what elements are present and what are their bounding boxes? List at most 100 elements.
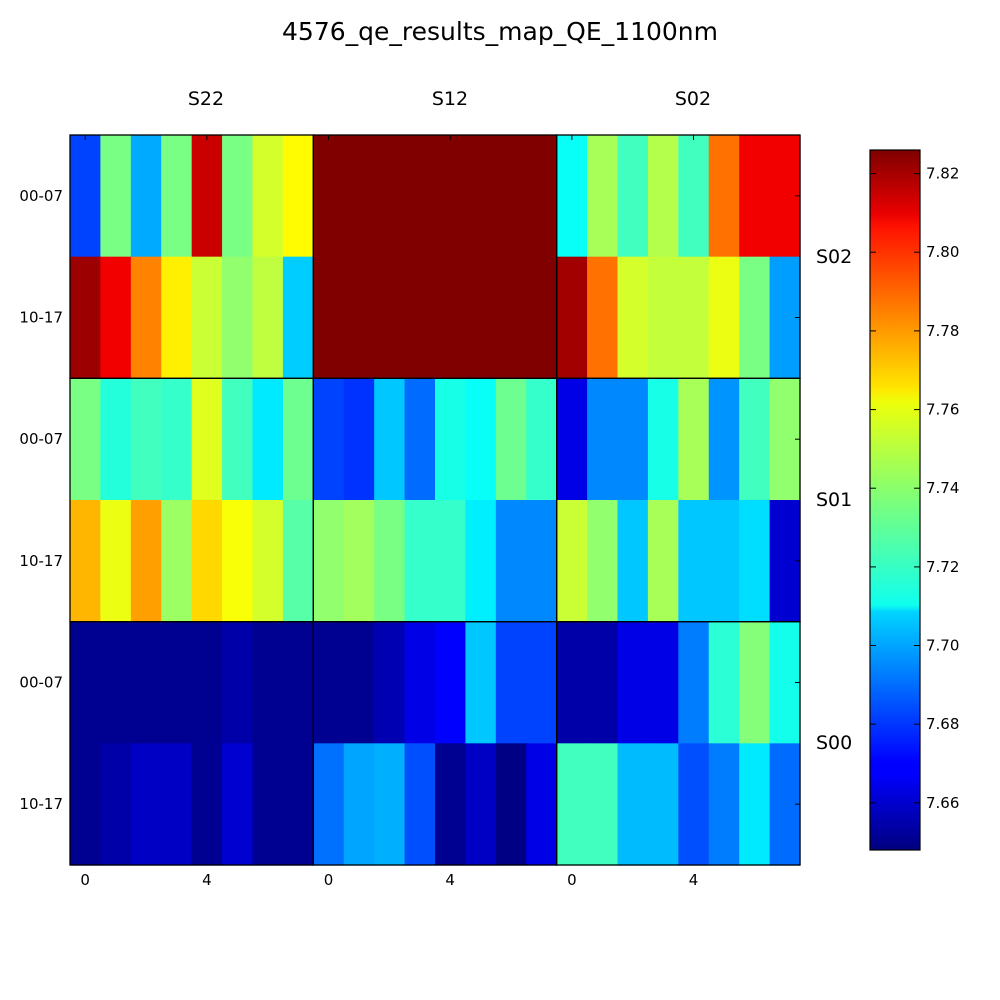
colorbar bbox=[869, 149, 921, 851]
heatmap-cell bbox=[435, 621, 467, 744]
heatmap-cell bbox=[343, 135, 375, 258]
heatmap-cell bbox=[70, 378, 102, 501]
heatmap-cell bbox=[465, 621, 497, 744]
heatmap-cell bbox=[556, 743, 588, 866]
heatmap-cell bbox=[222, 378, 254, 501]
heatmap-cell bbox=[252, 621, 284, 744]
heatmap-cell bbox=[404, 256, 436, 379]
x-tick-label: 4 bbox=[202, 871, 212, 889]
heatmap-cell bbox=[70, 135, 102, 258]
heatmap-cell bbox=[647, 621, 679, 744]
heatmap-cell bbox=[313, 743, 345, 866]
colorbar-tick-label: 7.66 bbox=[926, 794, 959, 812]
heatmap-cell bbox=[222, 621, 254, 744]
y-tick-label: 10-17 bbox=[19, 309, 63, 327]
y-tick-label: 00-07 bbox=[19, 187, 63, 205]
row-label-s00: S00 bbox=[816, 732, 852, 754]
heatmap-cell bbox=[435, 256, 467, 379]
heatmap-cell bbox=[222, 743, 254, 866]
heatmap-cell bbox=[70, 621, 102, 744]
colorbar-tick-label: 7.80 bbox=[926, 243, 959, 261]
heatmap-cell bbox=[587, 500, 619, 623]
row-label-s02: S02 bbox=[816, 246, 852, 268]
heatmap-cell bbox=[435, 500, 467, 623]
colorbar-tick-label: 7.72 bbox=[926, 558, 959, 576]
y-tick-label: 00-07 bbox=[19, 430, 63, 448]
heatmap-cell bbox=[100, 500, 132, 623]
heatmap-cell bbox=[708, 743, 740, 866]
heatmap-cell bbox=[343, 256, 375, 379]
heatmap-cell bbox=[617, 256, 649, 379]
heatmap-cell bbox=[587, 743, 619, 866]
heatmap-cell bbox=[495, 621, 527, 744]
heatmap-cell bbox=[70, 500, 102, 623]
heatmap-cell bbox=[374, 378, 406, 501]
heatmap-cell bbox=[465, 743, 497, 866]
y-tick-label: 10-17 bbox=[19, 552, 63, 570]
colorbar-tick-label: 7.76 bbox=[926, 401, 959, 419]
heatmap-cell bbox=[647, 743, 679, 866]
heatmap-cell bbox=[252, 135, 284, 258]
heatmap-cell bbox=[739, 621, 771, 744]
column-label-s02: S02 bbox=[675, 88, 711, 110]
colorbar-ticks: 7.66 7.68 7.70 7.72 7.74 7.76 7.78 7.80 7.82 bbox=[870, 165, 959, 812]
heatmap-cell bbox=[556, 135, 588, 258]
colorbar-tick-label: 7.74 bbox=[926, 479, 959, 497]
heatmap-cell bbox=[708, 256, 740, 379]
heatmap-cell bbox=[678, 256, 710, 379]
x-tick-label: 4 bbox=[445, 871, 455, 889]
heatmap-cell bbox=[313, 378, 345, 501]
heatmap-cell bbox=[252, 378, 284, 501]
heatmap-cell bbox=[100, 256, 132, 379]
heatmap-cell bbox=[708, 378, 740, 501]
axis-ticks: 00-07 10-17 00-07 10-17 00-07 10-17 0 4 0 4 0 4 bbox=[19, 135, 800, 889]
heatmap-cell bbox=[282, 500, 314, 623]
heatmap-cell bbox=[161, 743, 193, 866]
heatmap-cell bbox=[374, 743, 406, 866]
heatmap-cell bbox=[678, 500, 710, 623]
heatmap-cell bbox=[617, 135, 649, 258]
heatmap-cell bbox=[495, 743, 527, 866]
heatmap-cell bbox=[130, 621, 162, 744]
chart-title: 4576_qe_results_map_QE_1100nm bbox=[282, 17, 718, 46]
heatmap-cell bbox=[191, 378, 223, 501]
heatmap-cell bbox=[465, 135, 497, 258]
heatmap-cell bbox=[282, 378, 314, 501]
heatmap-cell bbox=[678, 378, 710, 501]
panel-frame bbox=[556, 621, 801, 866]
heatmap-cell bbox=[130, 743, 162, 866]
heatmap-cell bbox=[678, 135, 710, 258]
heatmap-cell bbox=[222, 500, 254, 623]
heatmap-cell bbox=[191, 743, 223, 866]
x-tick-label: 0 bbox=[324, 871, 334, 889]
heatmap-cell bbox=[587, 256, 619, 379]
heatmap-cell bbox=[739, 378, 771, 501]
heatmap-cell bbox=[343, 500, 375, 623]
heatmap-cell bbox=[647, 256, 679, 379]
column-label-s22: S22 bbox=[188, 88, 224, 110]
heatmap-cell bbox=[100, 621, 132, 744]
heatmap-cell bbox=[313, 135, 345, 258]
heatmap-cell bbox=[404, 378, 436, 501]
heatmap-cell bbox=[739, 135, 771, 258]
heatmap-cell bbox=[708, 135, 740, 258]
heatmap-cell bbox=[374, 135, 406, 258]
heatmap-cell bbox=[161, 135, 193, 258]
colorbar-tick-label: 7.78 bbox=[926, 322, 959, 340]
heatmap-cell bbox=[495, 256, 527, 379]
heatmap-cell bbox=[647, 500, 679, 623]
x-tick-label: 0 bbox=[567, 871, 577, 889]
heatmap-cell bbox=[191, 135, 223, 258]
heatmap-cell bbox=[343, 743, 375, 866]
heatmap-cell bbox=[587, 621, 619, 744]
heatmap-cell bbox=[495, 500, 527, 623]
colorbar-tick-label: 7.70 bbox=[926, 637, 959, 655]
heatmap-cell bbox=[100, 135, 132, 258]
heatmap-cell bbox=[708, 500, 740, 623]
heatmap-cell bbox=[343, 378, 375, 501]
heatmap-cell bbox=[404, 135, 436, 258]
heatmap-cell bbox=[161, 621, 193, 744]
heatmap-cell bbox=[222, 256, 254, 379]
heatmap-cell bbox=[130, 378, 162, 501]
heatmap-cell bbox=[282, 621, 314, 744]
